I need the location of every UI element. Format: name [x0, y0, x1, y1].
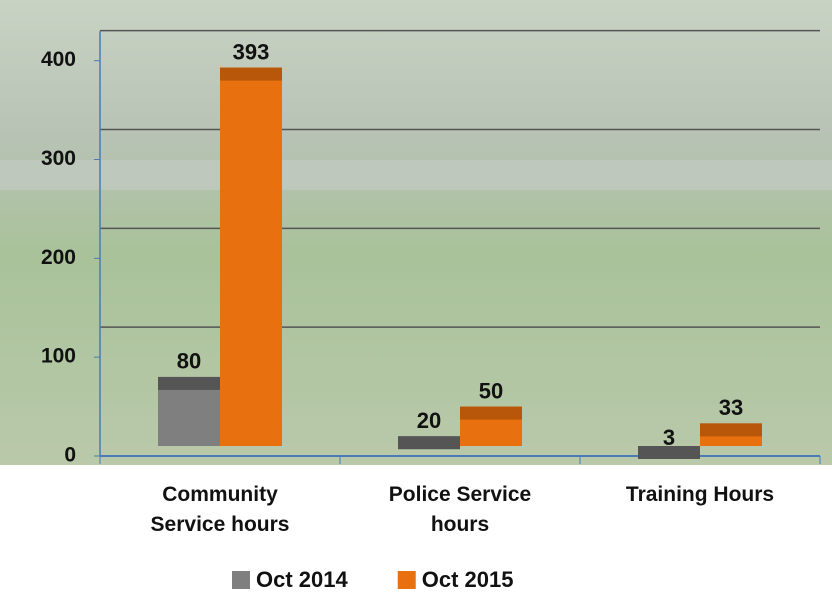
bar-top: [638, 446, 700, 459]
bar-top: [460, 406, 522, 420]
data-label: 20: [417, 408, 441, 433]
background-road: [0, 160, 832, 190]
legend-label: Oct 2015: [422, 567, 514, 592]
legend-swatch: [397, 571, 416, 589]
legend-swatch: [232, 571, 250, 589]
data-label: 3: [663, 425, 675, 450]
bar-top: [220, 67, 282, 81]
bar-top: [158, 376, 220, 390]
y-tick-label: 400: [41, 48, 76, 71]
y-tick-label: 300: [41, 147, 76, 170]
legend-label: Oct 2014: [256, 567, 348, 592]
background-photo: [0, 0, 832, 465]
y-tick-label: 200: [41, 246, 76, 269]
data-label: 33: [719, 395, 743, 420]
bar-top: [398, 436, 460, 450]
x-tick-label: Police Service hours: [388, 483, 532, 536]
bar: [220, 67, 282, 447]
y-tick-label: 100: [41, 345, 76, 368]
y-tick-label: 0: [64, 444, 76, 467]
data-label: 80: [177, 349, 201, 374]
x-tick-label: Training Hours: [625, 483, 775, 506]
x-tick-label: Community Service hours: [150, 483, 290, 536]
data-label: 50: [479, 378, 503, 403]
data-label: 393: [233, 39, 270, 64]
bar-top: [700, 423, 762, 437]
